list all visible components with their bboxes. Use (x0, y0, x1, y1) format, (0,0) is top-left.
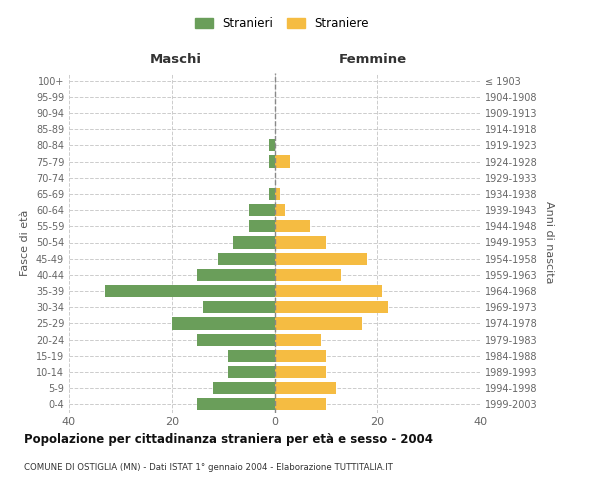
Bar (249, 204, 275, 216)
Bar (249, 220, 275, 232)
Bar (275, 188, 280, 200)
Bar (213, 382, 275, 394)
Bar (228, 350, 275, 362)
Bar (275, 156, 290, 168)
Text: Popolazione per cittadinanza straniera per età e sesso - 2004: Popolazione per cittadinanza straniera p… (24, 432, 433, 446)
Bar (275, 252, 367, 265)
Y-axis label: Fasce di età: Fasce di età (20, 210, 30, 276)
Text: COMUNE DI OSTIGLIA (MN) - Dati ISTAT 1° gennaio 2004 - Elaborazione TUTTITALIA.I: COMUNE DI OSTIGLIA (MN) - Dati ISTAT 1° … (24, 462, 393, 471)
Bar (275, 366, 326, 378)
Bar (275, 398, 326, 410)
Bar (275, 382, 336, 394)
Bar (197, 334, 275, 345)
Bar (275, 269, 341, 281)
Bar (275, 318, 362, 330)
Bar (269, 140, 275, 151)
Bar (228, 366, 275, 378)
Bar (275, 204, 285, 216)
Bar (233, 236, 275, 248)
Bar (275, 301, 388, 314)
Bar (197, 269, 275, 281)
Text: Maschi: Maschi (150, 52, 202, 66)
Bar (269, 188, 275, 200)
Bar (203, 301, 275, 314)
Text: Femmine: Femmine (339, 52, 407, 66)
Bar (275, 236, 326, 248)
Legend: Stranieri, Straniere: Stranieri, Straniere (191, 14, 373, 34)
Bar (275, 285, 382, 297)
Bar (275, 220, 310, 232)
Bar (275, 350, 326, 362)
Bar (105, 285, 275, 297)
Bar (197, 398, 275, 410)
Y-axis label: Anni di nascita: Anni di nascita (544, 201, 554, 283)
Bar (172, 318, 275, 330)
Bar (275, 334, 321, 345)
Bar (269, 156, 275, 168)
Bar (218, 252, 275, 265)
